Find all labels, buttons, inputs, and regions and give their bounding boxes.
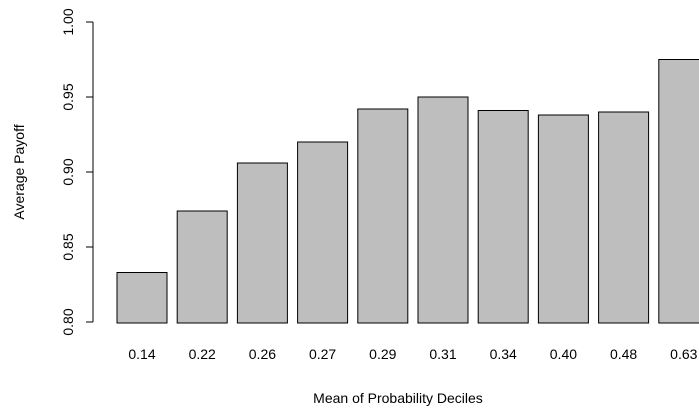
x-axis-tick-label: 0.40 [550,346,577,362]
x-axis-tick-label: 0.27 [309,346,336,362]
bar-0.14 [116,272,168,324]
y-axis-tick-label: 0.90 [60,158,76,185]
bar-0.40 [537,114,589,324]
y-axis-tick-label: 1.00 [60,8,76,35]
x-axis-tick-label: 0.48 [610,346,637,362]
y-axis-tick-label: 0.95 [60,83,76,110]
bar-0.48 [598,111,650,324]
bars [116,59,699,324]
x-axis-tick-label: 0.26 [249,346,276,362]
y-axis: 0.80 0.85 0.90 0.95 1.00 [60,8,94,336]
y-axis-title: Average Payoff [11,124,27,219]
x-axis-tick-label: 0.22 [189,346,216,362]
x-axis-tick-label: 0.63 [670,346,697,362]
x-axis-tick-label: 0.29 [369,346,396,362]
y-axis-tick-label: 0.85 [60,233,76,260]
x-axis-tick-label: 0.34 [490,346,517,362]
y-axis-tick-label: 0.80 [60,308,76,335]
bar-0.29 [357,108,409,324]
x-axis-tick-label: 0.14 [128,346,155,362]
x-axis-title: Mean of Probability Deciles [313,390,483,406]
bar-0.34 [477,110,529,324]
bar-0.31 [417,96,469,324]
bar-0.22 [176,210,228,324]
x-axis-tick-labels: 0.14 0.22 0.26 0.27 0.29 0.31 0.34 0.40 0.48 0.63 [128,346,697,362]
bar-0.26 [236,162,288,324]
x-axis-tick-label: 0.31 [429,346,456,362]
bar-0.27 [297,141,349,324]
bar-0.63 [658,59,699,324]
